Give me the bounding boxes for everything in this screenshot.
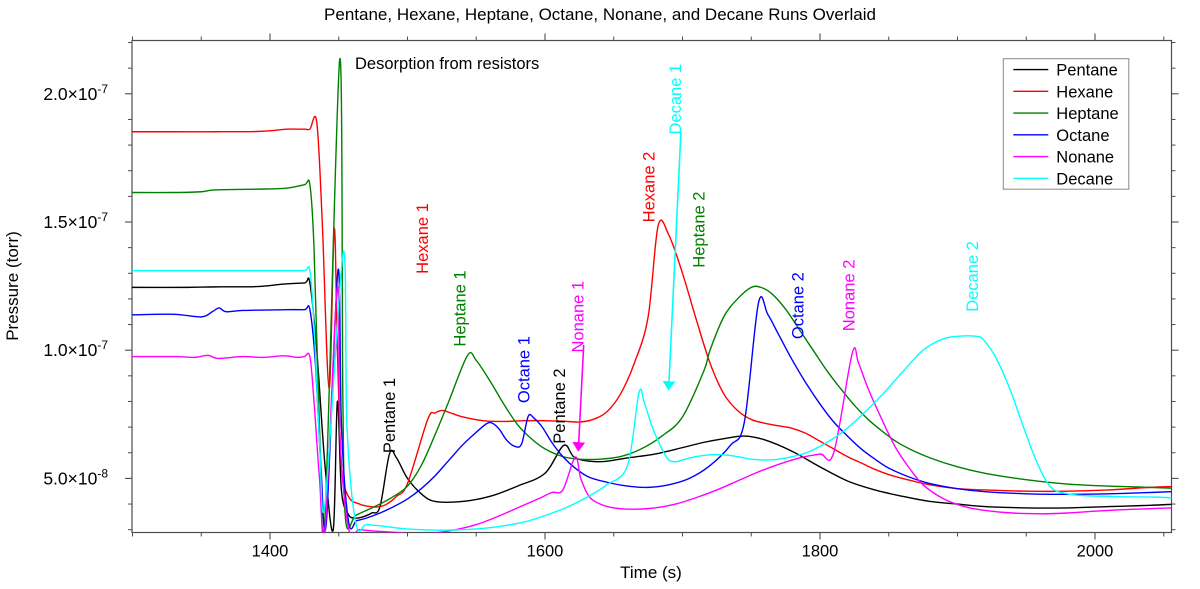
svg-text:Octane 1: Octane 1 [515, 336, 533, 403]
svg-text:Heptane 2: Heptane 2 [690, 192, 708, 268]
svg-text:Pentane 1: Pentane 1 [381, 378, 399, 453]
svg-text:Pentane: Pentane [1056, 62, 1117, 80]
svg-text:Desorption from resistors: Desorption from resistors [355, 55, 539, 73]
svg-text:Hexane 2: Hexane 2 [640, 152, 658, 223]
svg-text:1400: 1400 [252, 543, 289, 561]
svg-text:Nonane: Nonane [1056, 149, 1114, 167]
svg-text:Heptane 1: Heptane 1 [452, 270, 470, 346]
svg-text:Pentane, Hexane, Heptane, Octa: Pentane, Hexane, Heptane, Octane, Nonane… [324, 5, 876, 24]
svg-text:Octane: Octane [1056, 127, 1109, 145]
svg-text:Hexane 1: Hexane 1 [414, 203, 432, 274]
svg-text:Octane 2: Octane 2 [790, 272, 808, 339]
svg-text:Pentane 2: Pentane 2 [551, 368, 569, 443]
svg-text:1600: 1600 [527, 543, 564, 561]
svg-text:Hexane: Hexane [1056, 83, 1113, 101]
svg-text:Time (s): Time (s) [620, 563, 682, 582]
svg-text:Nonane 1: Nonane 1 [570, 281, 588, 353]
svg-text:Decane 1: Decane 1 [667, 64, 685, 135]
svg-text:2000: 2000 [1077, 543, 1114, 561]
svg-text:Nonane 2: Nonane 2 [841, 260, 859, 332]
svg-text:Heptane: Heptane [1056, 105, 1118, 123]
svg-text:Decane 2: Decane 2 [964, 241, 982, 312]
svg-text:Pressure (torr): Pressure (torr) [3, 231, 22, 341]
svg-text:1800: 1800 [802, 543, 839, 561]
svg-text:Decane: Decane [1056, 170, 1113, 188]
